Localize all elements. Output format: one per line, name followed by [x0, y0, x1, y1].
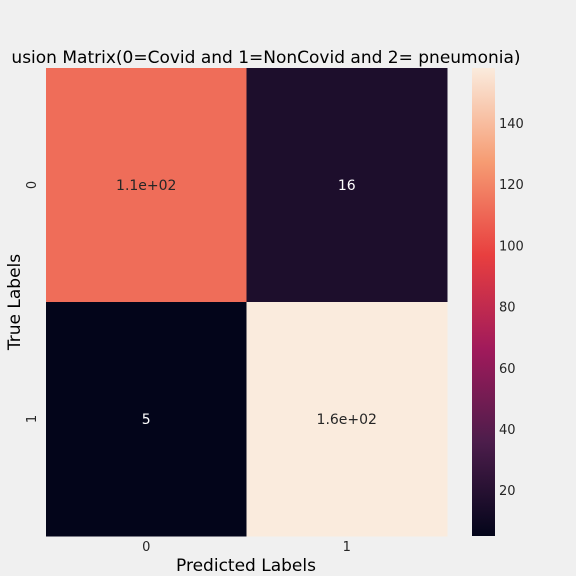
colorbar-tick-label: 80: [499, 301, 516, 316]
cell-annotation-1-1: 1.6e+02: [317, 412, 377, 428]
heatmap-annotations: 1.1e+02 16 5 1.6e+02: [116, 178, 377, 428]
cell-annotation-0-1: 16: [338, 178, 356, 194]
colorbar-tick-label: 20: [499, 484, 516, 499]
heatmap-cell-1-1: [246, 302, 448, 537]
heatmap-cell-1-0: [46, 302, 247, 537]
y-tick-label: 0: [25, 181, 40, 189]
y-tick-label: 1: [25, 415, 40, 423]
colorbar: [472, 68, 495, 536]
cell-annotation-1-0: 5: [142, 412, 151, 428]
x-axis-label: Predicted Labels: [176, 556, 316, 576]
y-axis-label: True Labels: [5, 254, 25, 351]
colorbar-tick-label: 100: [499, 239, 524, 254]
cell-annotation-0-0: 1.1e+02: [116, 178, 176, 194]
x-tick-label: 1: [343, 540, 351, 555]
heatmap-cell-0-0: [46, 68, 247, 303]
heatmap-cell-0-1: [246, 68, 448, 303]
y-axis-ticks: 01: [25, 181, 40, 423]
colorbar-tick-label: 140: [499, 117, 524, 132]
colorbar-ticks: 20 40 60 80 100 120 140: [499, 117, 524, 499]
colorbar-tick-label: 40: [499, 423, 516, 438]
chart-title: usion Matrix(0=Covid and 1=NonCovid and …: [11, 48, 520, 68]
colorbar-tick-label: 120: [499, 178, 524, 193]
x-tick-label: 0: [142, 540, 150, 555]
colorbar-tick-label: 60: [499, 362, 516, 377]
heatmap-cells: [46, 68, 448, 537]
